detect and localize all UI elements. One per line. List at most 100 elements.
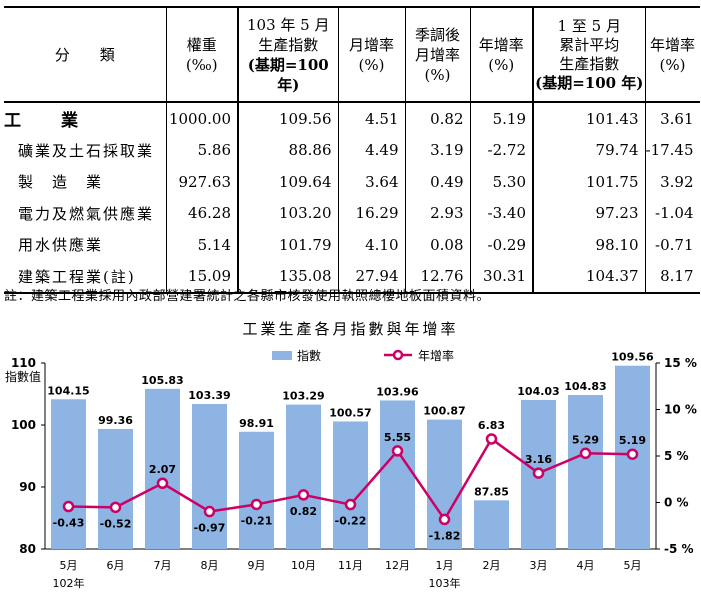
bar — [51, 399, 86, 549]
x-tick-label: 10月 — [291, 559, 316, 572]
y-tick-label: 90 — [19, 480, 36, 494]
line-point — [438, 513, 451, 526]
table-row: 電力及燃氣供應業 46.28 103.20 16.29 2.93 -3.40 9… — [4, 197, 700, 229]
statistics-table-area: 分 類 權重 (‰) 103 年 5 月生產指數 (基期=100 年) 月增率 (%)… — [4, 6, 700, 294]
header-weight: 權重 (‰) — [165, 6, 238, 103]
line-point — [109, 501, 122, 514]
cell-cumulative: 104.37 — [532, 260, 645, 294]
x-tick-label: 2月 — [483, 559, 501, 572]
bar — [192, 403, 227, 549]
x-tick-label: 1月 — [436, 559, 454, 572]
header-cumulative-yoy: 年增率 (%) — [644, 6, 700, 103]
bar — [239, 431, 274, 549]
cell-weight: 46.28 — [165, 197, 238, 229]
line-value-label: -0.52 — [100, 517, 132, 530]
bar — [145, 388, 180, 549]
line-point — [156, 477, 169, 489]
legend-line-marker — [392, 349, 404, 361]
y-tick-label: 80 — [19, 542, 36, 556]
line-value-label: 3.16 — [525, 453, 552, 466]
cell-weight: 5.86 — [165, 134, 238, 166]
line-value-label: 6.83 — [478, 419, 505, 432]
cell-cumulative-yoy: -1.04 — [644, 197, 700, 229]
x-tick-label: 8月 — [201, 559, 219, 572]
header-category: 分 類 — [4, 6, 166, 103]
cell-yoy: 5.30 — [469, 166, 533, 198]
line-point — [297, 489, 310, 501]
cell-weight: 927.63 — [165, 166, 238, 198]
cell-weight: 1000.00 — [165, 102, 238, 135]
bar — [568, 395, 603, 549]
cell-index: 109.64 — [237, 166, 338, 198]
cell-sa: 3.19 — [404, 134, 470, 166]
header-sa: 季調後 月增率 (%) — [404, 6, 470, 103]
bar-value-label: 104.03 — [517, 385, 559, 398]
bar-value-label: 87.85 — [474, 485, 509, 498]
bar-value-label: 104.83 — [564, 380, 606, 393]
cell-weight: 5.14 — [165, 229, 238, 261]
cell-yoy: -2.72 — [469, 134, 533, 166]
line-value-label: -0.22 — [335, 515, 367, 528]
cell-cumulative: 101.75 — [532, 166, 645, 198]
y-tick-label: 100 — [11, 418, 36, 432]
row-name: 建築工程業(註) — [4, 260, 166, 294]
x-tick-label: 9月 — [248, 559, 266, 572]
row-name: 礦業及土石採取業 — [18, 141, 155, 160]
table-row: 礦業及土石採取業 5.86 88.86 4.49 3.19 -2.72 79.7… — [4, 134, 700, 166]
cell-weight: 15.09 — [165, 260, 238, 294]
bar-value-label: 100.87 — [423, 405, 465, 418]
cell-cumulative-yoy: 8.17 — [644, 260, 700, 294]
line-value-label: 5.55 — [384, 431, 411, 444]
bar-value-label: 100.57 — [329, 406, 371, 419]
cell-index: 103.20 — [237, 197, 338, 229]
header-mom: 月增率 (%) — [337, 6, 405, 103]
cell-sa: 12.76 — [404, 260, 470, 294]
cell-sa: 0.82 — [404, 102, 470, 135]
cell-index: 109.56 — [237, 102, 338, 135]
table-row: 工 業 1000.00 109.56 4.51 0.82 5.19 101.43… — [4, 102, 700, 135]
line-value-label: -0.43 — [53, 516, 85, 529]
cell-mom: 3.64 — [337, 166, 405, 198]
header-cumulative: 1 至 5 月累計平均 生產指數 (基期=100 年) — [532, 6, 645, 103]
cell-mom: 4.10 — [337, 229, 405, 261]
bar — [427, 419, 462, 549]
header-index: 103 年 5 月生產指數 (基期=100 年) — [237, 6, 338, 103]
x-tick-label: 12月 — [385, 559, 410, 572]
bar — [286, 404, 321, 549]
cell-sa: 0.08 — [404, 229, 470, 261]
line-point — [532, 467, 545, 479]
bar — [333, 421, 368, 549]
x-tick-label: 5月 — [60, 559, 78, 572]
cell-yoy: -0.29 — [469, 229, 533, 261]
table-row: 製 造 業 927.63 109.64 3.64 0.49 5.30 101.7… — [4, 166, 700, 198]
bar-value-label: 103.29 — [282, 390, 324, 403]
y-tick-label: 110 — [11, 356, 36, 370]
bar-value-label: 105.83 — [141, 374, 183, 387]
line-point — [579, 447, 592, 460]
x-tick-label: 5月 — [624, 559, 642, 572]
bar — [380, 400, 415, 549]
cell-cumulative: 98.10 — [532, 229, 645, 261]
line-point — [250, 498, 263, 511]
y2-tick-label: 5 % — [664, 449, 689, 463]
table-row: 建築工程業(註) 15.09 135.08 27.94 12.76 30.31 … — [4, 260, 700, 294]
year-label: 102年 — [53, 576, 85, 590]
cell-index: 135.08 — [237, 260, 338, 294]
table-row: 用水供應業 5.14 101.79 4.10 0.08 -0.29 98.10 … — [4, 229, 700, 261]
row-name: 製 造 業 — [18, 173, 104, 192]
bar-value-label: 103.96 — [376, 385, 419, 398]
cell-mom: 4.49 — [337, 134, 405, 166]
cell-yoy: -3.40 — [469, 197, 533, 229]
combo-chart: 80 90 100 110 -5 % 0 % 5 % 10 % 15 % 指數值 104.15 99.… — [5, 348, 697, 590]
row-name: 工 業 — [4, 111, 80, 132]
legend-bar-label: 指數 — [297, 348, 321, 363]
cell-yoy: 30.31 — [469, 260, 533, 294]
bar — [474, 500, 509, 549]
y2-tick-label: 10 % — [664, 403, 697, 417]
line-point — [203, 505, 216, 518]
y2-tick-label: 0 % — [664, 496, 689, 510]
cell-mom: 16.29 — [337, 197, 405, 229]
line-value-label: -0.97 — [194, 522, 226, 535]
legend-bar-swatch — [272, 351, 292, 360]
line-point — [62, 500, 75, 513]
